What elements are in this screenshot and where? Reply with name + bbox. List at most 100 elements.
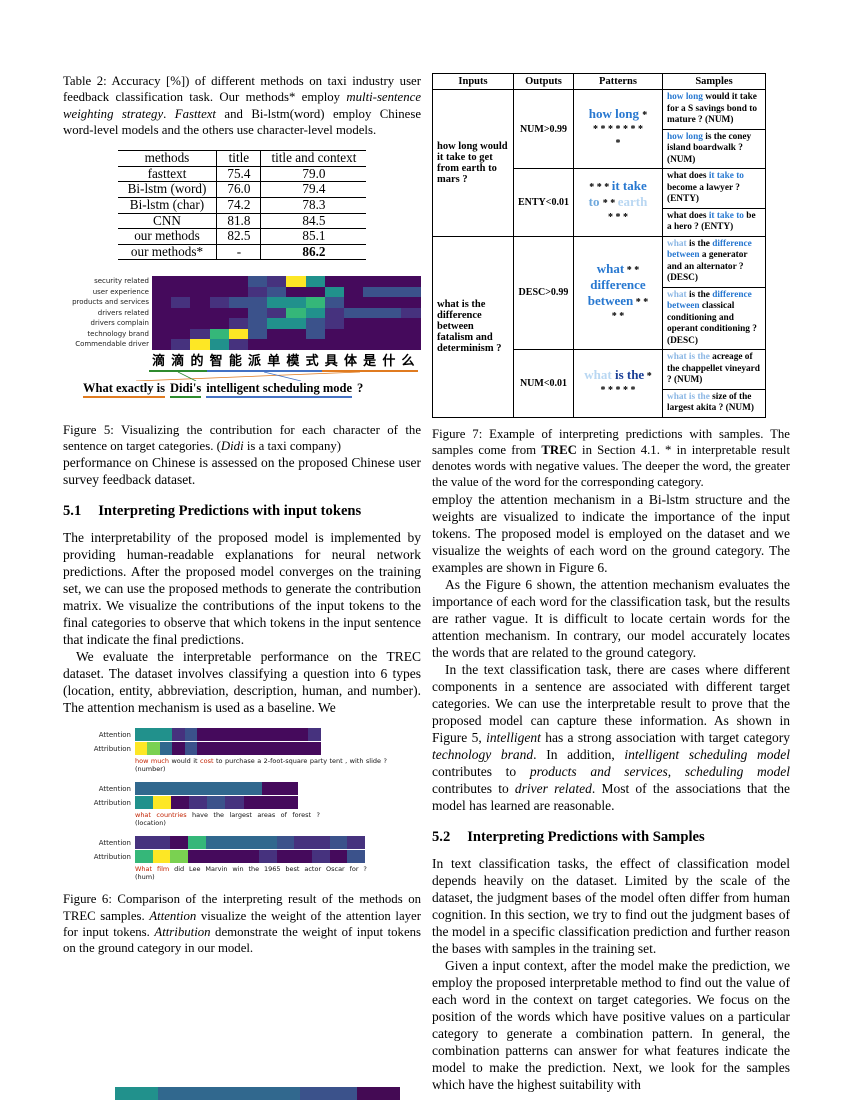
token-label: the bbox=[248, 865, 260, 874]
figure5-heatmap-cell bbox=[324, 286, 344, 298]
chinese-phrase: 智能派单模式 bbox=[206, 353, 322, 372]
token-label: tent bbox=[329, 757, 343, 766]
figure5-heatmap-cell bbox=[152, 297, 172, 308]
figure5-heatmap-cell bbox=[209, 328, 229, 340]
figure5-heatmap-cell bbox=[247, 286, 268, 298]
figure6-heatmap-cell bbox=[135, 850, 153, 864]
english-phrase: What exactly is bbox=[83, 380, 165, 398]
token-label: film bbox=[156, 865, 170, 874]
figure5-heatmap-cell bbox=[247, 307, 268, 319]
figure6-heatmap-cell bbox=[205, 850, 224, 864]
chinese-character: 具 bbox=[324, 353, 338, 369]
figure6-heatmap-cell bbox=[246, 728, 259, 742]
figure6-caption: Figure 6: Comparison of the interpreting… bbox=[63, 892, 421, 956]
table-header-row: Inputs Outputs Patterns Samples bbox=[432, 73, 767, 90]
sample-cell: what is the difference between a generat… bbox=[661, 235, 767, 288]
figure5-heatmap-cell bbox=[343, 339, 364, 350]
figure5-heatmap-cell bbox=[247, 339, 268, 350]
figure5-heatmap-cell bbox=[401, 328, 421, 340]
figure5-heatmap-cell bbox=[152, 318, 172, 329]
table-row: what is the difference between fatalism … bbox=[432, 235, 767, 418]
table2-cell: Bi-lstm (char) bbox=[117, 197, 217, 214]
figure6-heatmap-cell bbox=[159, 728, 173, 742]
figure6-heatmap-cell bbox=[184, 728, 197, 742]
figure5-heatmap-cell bbox=[286, 307, 306, 319]
token-label: to bbox=[215, 757, 223, 766]
figure5-heatmap-cell bbox=[209, 276, 229, 287]
table2-cell: 81.8 bbox=[216, 213, 261, 230]
heatmap-row-label: Attribution bbox=[93, 798, 131, 807]
token-label: Marvin bbox=[205, 865, 228, 874]
figure6-heatmap-cell bbox=[261, 796, 280, 810]
figure6-heatmap-cell bbox=[234, 728, 247, 742]
figure6-heatmap-cell bbox=[171, 782, 190, 796]
chinese-character: 单 bbox=[267, 353, 281, 369]
figure5-chinese-sentence: 滴滴的智能派单模式具体是什么 bbox=[149, 353, 421, 372]
figure5-heatmap-cell bbox=[247, 328, 268, 340]
token-label: What bbox=[135, 865, 153, 874]
figure6-strip: Attention Attribution What film did Lee Marvin… bbox=[63, 836, 421, 881]
figure6-heatmap-cell bbox=[159, 742, 173, 756]
section-number: 5.1 bbox=[63, 503, 82, 520]
token-label: largest bbox=[229, 811, 252, 820]
figure6-heatmap-cell bbox=[311, 836, 330, 850]
figure6-heatmap-cell bbox=[311, 850, 330, 864]
table2: methods title title and context fasttext 75.… bbox=[117, 150, 367, 261]
chinese-character: 是 bbox=[363, 353, 377, 369]
figure5-heatmap-cell bbox=[286, 286, 306, 298]
figure6-heatmap-cell bbox=[147, 728, 160, 742]
figure6-heatmap-cell bbox=[279, 796, 298, 810]
table-row: Bi-lstm (char) 74.2 78.3 bbox=[117, 197, 367, 214]
table2-cell: fasttext bbox=[117, 166, 217, 183]
figure5-heatmap-cell bbox=[209, 297, 229, 308]
figure5-heatmap-cell bbox=[382, 286, 402, 298]
token-label: countries bbox=[156, 811, 187, 820]
table2-cell: our methods* bbox=[117, 244, 217, 261]
figure6-heatmap-cell bbox=[276, 836, 295, 850]
heatmap-row-label: Attention bbox=[98, 784, 131, 793]
figure6-heatmap-cell bbox=[135, 728, 148, 742]
figure5-heatmap-cell bbox=[401, 297, 421, 308]
figure5-heatmap-cell bbox=[305, 307, 325, 319]
figure6-heatmap-cell bbox=[261, 782, 280, 796]
token-label: Lee bbox=[189, 865, 201, 874]
figure5-heatmap-cell bbox=[363, 318, 383, 329]
figure5-english-sentence: What exactly is Didi's intelligent schedul… bbox=[83, 380, 421, 398]
token-row: what countries have the largest areas of forest… bbox=[135, 811, 320, 819]
figure6-heatmap-cell bbox=[221, 742, 235, 756]
figure6-heatmap-cell bbox=[225, 782, 244, 796]
figure5-heatmap-cell bbox=[305, 328, 325, 340]
table-row: fasttext 75.4 79.0 bbox=[117, 166, 367, 183]
figure6-heatmap-cell bbox=[279, 782, 298, 796]
table2-cell: CNN bbox=[117, 213, 217, 230]
figure5-heatmap-cell bbox=[324, 276, 344, 287]
table2-cell: - bbox=[216, 244, 261, 261]
input-cell: what is the difference between fatalism … bbox=[432, 235, 514, 418]
figure6-heatmap-cell bbox=[246, 742, 259, 756]
figure5-heatmap-cell bbox=[228, 307, 248, 319]
token-label: what bbox=[135, 811, 151, 820]
figure6-heatmap-cell bbox=[209, 728, 222, 742]
token-label: for bbox=[349, 865, 359, 874]
cutoff-strip-segment bbox=[300, 1087, 358, 1100]
token-label: slide bbox=[365, 757, 382, 766]
sample-cell: what does it take to become a lawyer ? (… bbox=[661, 168, 767, 209]
table-row: how long is the coney island boardwalk ?… bbox=[433, 128, 767, 169]
paragraph-dataset-dependence: In text classification tasks, the effect… bbox=[432, 855, 790, 956]
figure5-heatmap-cell bbox=[286, 297, 306, 308]
figure6-heatmap-cell bbox=[234, 742, 247, 756]
figure5-heatmap-cell bbox=[401, 307, 421, 319]
table2-cell: 86.2 bbox=[260, 244, 367, 261]
token-label: actor bbox=[304, 865, 322, 874]
figure5-heatmap-cell bbox=[343, 307, 364, 319]
table-row: our methods* -86.2 bbox=[117, 244, 367, 261]
figure6-heatmap-cell bbox=[171, 796, 190, 810]
figure6-heatmap-cell bbox=[147, 742, 160, 756]
figure6-heatmap-cell bbox=[153, 796, 172, 810]
chinese-phrase: 具体是什么 bbox=[321, 353, 418, 372]
figure5-heatmap-cell bbox=[343, 297, 364, 308]
figure6-heatmap-cell bbox=[276, 850, 295, 864]
paragraph-attention-baseline: employ the attention mechanism in a Bi-l… bbox=[432, 491, 790, 575]
figure5-heatmap-cell bbox=[190, 297, 210, 308]
figure5-heatmap-cell bbox=[286, 318, 306, 329]
